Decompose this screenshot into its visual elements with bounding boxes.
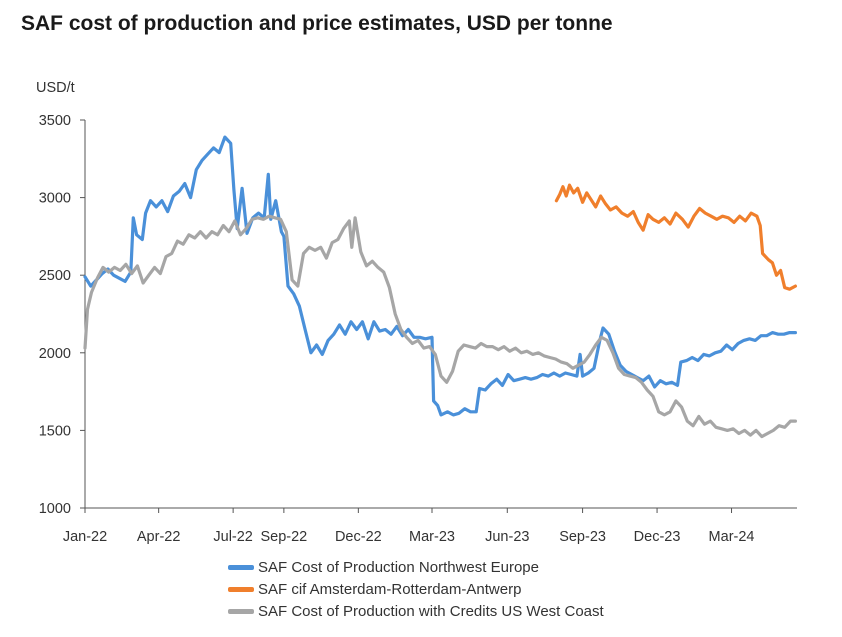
legend-label: SAF Cost of Production Northwest Europe [258,558,539,576]
legend-swatch-orange [228,586,254,592]
x-tick-label: Dec-23 [634,529,681,545]
legend-label: SAF cif Amsterdam-Rotterdam-Antwerp [258,580,522,598]
x-tick-label: Apr-22 [137,529,181,545]
axes: USD/t 1000 1500 2000 2500 3000 3500 Jan-22 Apr-2… [36,80,797,545]
series-line-1 [554,183,797,291]
legend-swatch-blue [228,564,254,570]
legend-item-us-west-coast: SAF Cost of Production with Credits US W… [228,600,604,622]
series-line-0 [83,135,797,417]
x-tick-label: Mar-23 [409,529,455,545]
x-tick-label: Dec-22 [335,529,382,545]
x-tick-label: Mar-24 [709,529,755,545]
x-tick-label: Jul-22 [213,529,253,545]
y-tick-label: 2000 [39,346,71,362]
x-tick-label: Sep-23 [559,529,606,545]
series-layer [83,135,797,439]
series-line-2 [83,214,797,439]
y-axis-title: USD/t [36,80,75,96]
y-tick-label: 1500 [39,423,71,439]
legend-item-northwest-europe: SAF Cost of Production Northwest Europe [228,556,604,578]
legend-item-ara: SAF cif Amsterdam-Rotterdam-Antwerp [228,578,604,600]
legend-swatch-gray [228,608,254,614]
x-tick-label: Sep-22 [260,529,307,545]
legend: SAF Cost of Production Northwest Europe … [228,556,604,622]
y-tick-label: 3000 [39,191,71,207]
y-tick-label: 1000 [39,501,71,517]
y-tick-label: 2500 [39,268,71,284]
x-tick-label: Jun-23 [485,529,529,545]
legend-label: SAF Cost of Production with Credits US W… [258,602,604,620]
chart-title: SAF cost of production and price estimat… [21,12,613,35]
x-tick-label: Jan-22 [63,529,107,545]
y-tick-label: 3500 [39,113,71,129]
